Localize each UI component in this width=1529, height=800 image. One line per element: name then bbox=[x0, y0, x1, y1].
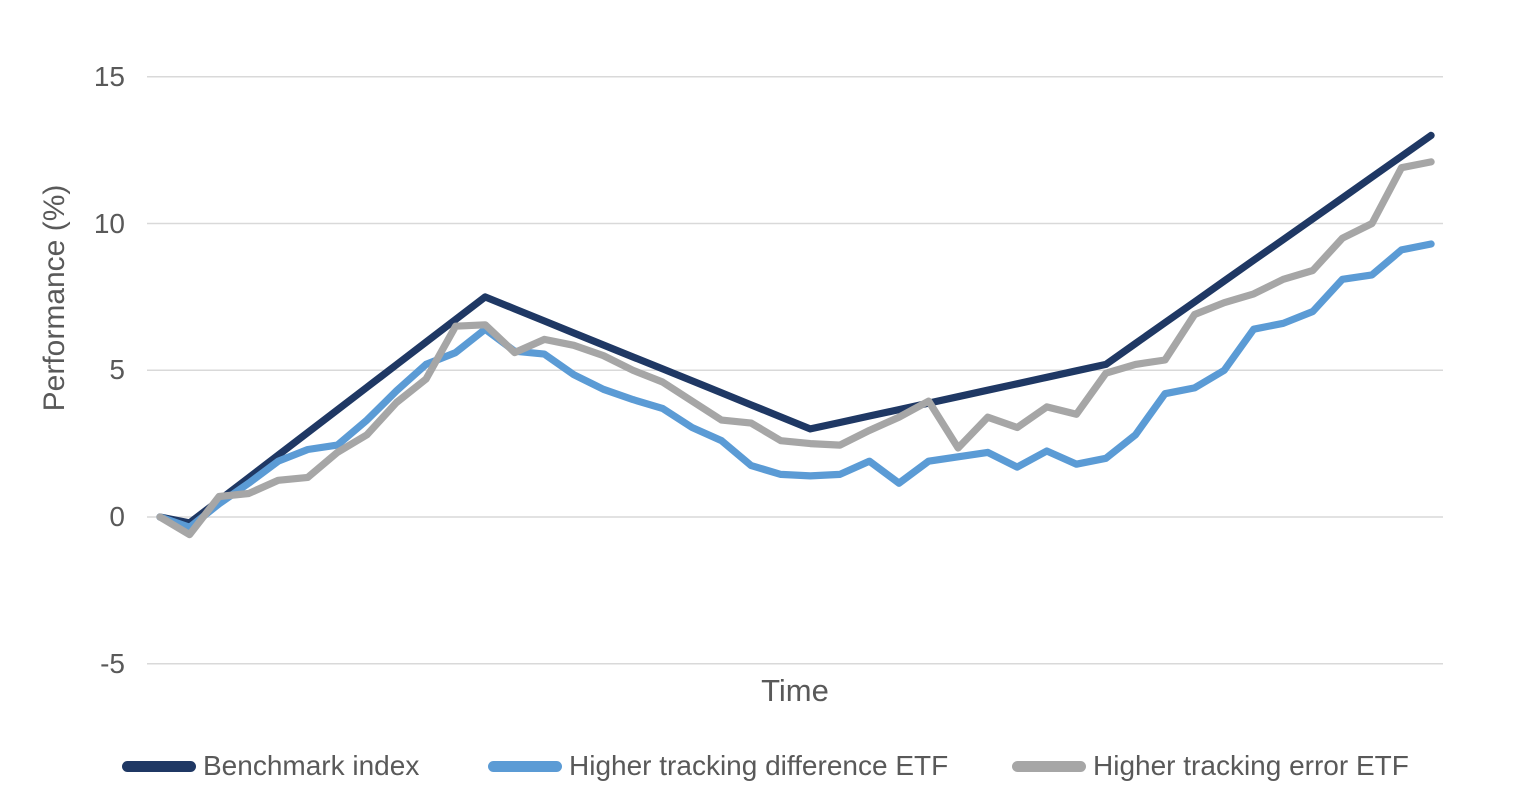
legend-label-higher-tracking-error-etf: Higher tracking error ETF bbox=[1093, 750, 1409, 781]
legend-label-benchmark-index: Benchmark index bbox=[203, 750, 420, 781]
legend-item-higher-tracking-difference-etf: Higher tracking difference ETF bbox=[488, 748, 948, 784]
y-axis-tick-label: 10 bbox=[93, 207, 125, 239]
legend-item-higher-tracking-error-etf: Higher tracking error ETF bbox=[1012, 748, 1409, 784]
series-line-higher-tracking-error-etf bbox=[156, 158, 1435, 539]
y-axis-tick-label: 15 bbox=[93, 60, 125, 92]
series-line-higher-tracking-difference-etf bbox=[156, 240, 1435, 531]
legend-label-higher-tracking-difference-etf: Higher tracking difference ETF bbox=[569, 750, 949, 781]
x-axis-title: Time bbox=[761, 673, 829, 708]
y-axis-tick-label: 0 bbox=[109, 501, 125, 532]
legend-swatch-higher-tracking-error-etf bbox=[1012, 760, 1086, 772]
legend-item-benchmark-index: Benchmark index bbox=[122, 748, 419, 784]
legend-swatch-benchmark-index bbox=[122, 760, 196, 772]
y-axis-tick-label: -5 bbox=[100, 647, 125, 679]
y-axis-tick-label: 5 bbox=[109, 354, 125, 386]
series-line-benchmark-index bbox=[156, 131, 1435, 527]
legend-swatch-higher-tracking-difference-etf bbox=[488, 760, 562, 772]
